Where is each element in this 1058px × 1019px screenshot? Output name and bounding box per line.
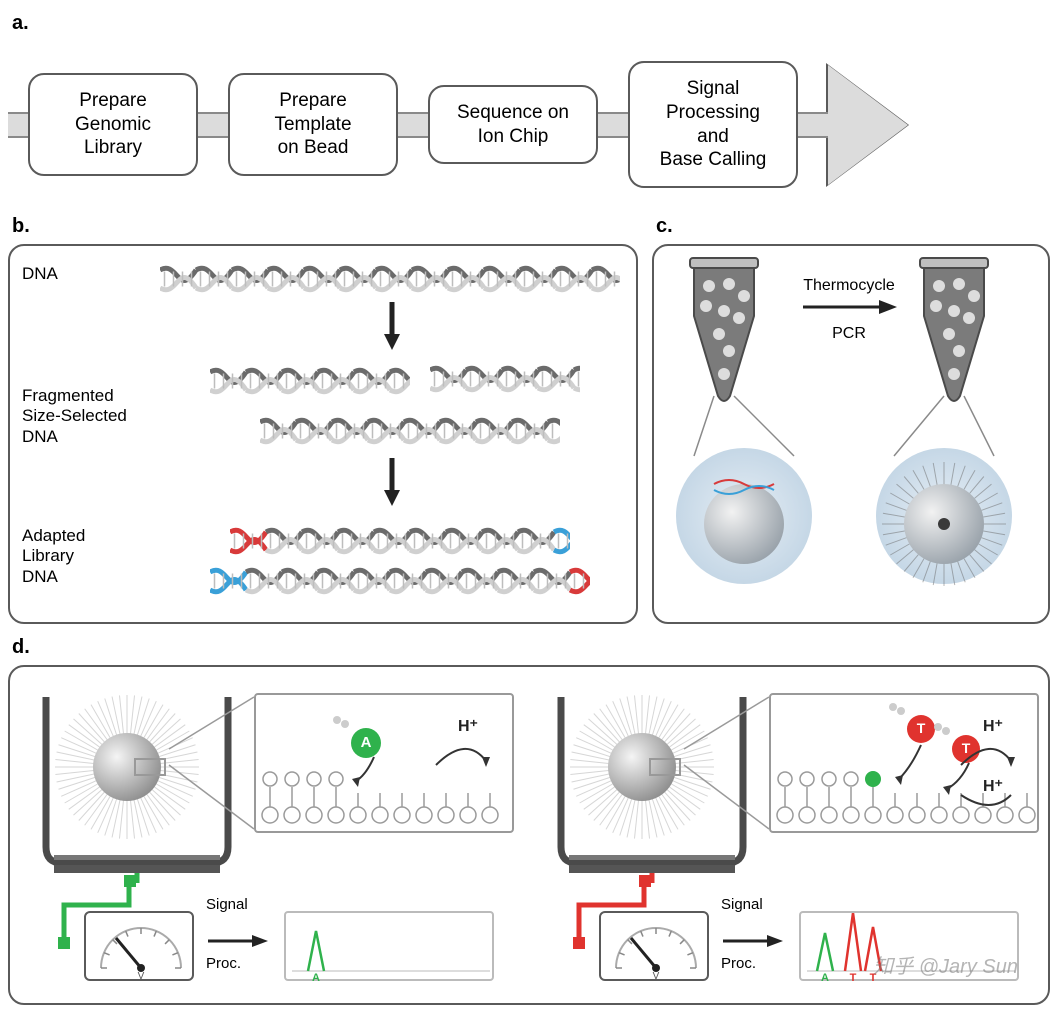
ionogram-output: A <box>284 911 494 981</box>
workflow-connector <box>398 112 428 138</box>
svg-text:H⁺: H⁺ <box>983 718 1003 735</box>
panel-b-text-adapted: Adapted Library DNA <box>22 526 85 587</box>
workflow-step: Prepare Genomic Library <box>28 73 198 176</box>
panel-d-label: d. <box>12 636 1050 659</box>
workflow-connector <box>198 112 228 138</box>
panel-b-text-dna: DNA <box>22 264 58 284</box>
svg-text:A: A <box>312 972 320 983</box>
right-arrow-icon <box>721 932 785 950</box>
panel-a-label: a. <box>12 12 1050 35</box>
thermocycle-label: Thermocycle PCR <box>794 276 904 344</box>
workflow-connector <box>8 112 28 138</box>
dna-helix <box>210 366 410 396</box>
svg-text:T: T <box>962 740 971 756</box>
dna-helix <box>260 416 560 446</box>
panel-a: Prepare Genomic Library Prepare Template … <box>8 41 1050 201</box>
workflow-arrowhead <box>828 65 908 185</box>
panel-b: DNA Fragmented Size-Selected DNA Adapted L… <box>8 244 638 624</box>
sequencing-zoom: T T H⁺ H⁺ <box>769 693 1039 833</box>
ion-well-icon <box>32 687 242 877</box>
signal-proc-label: Signal Proc. <box>206 896 270 973</box>
dna-helix <box>230 526 570 556</box>
pcr-tube-icon <box>684 256 764 406</box>
svg-text:H⁺: H⁺ <box>983 778 1003 795</box>
right-arrow-icon <box>799 297 899 317</box>
svg-text:T: T <box>917 720 926 736</box>
svg-text:V: V <box>138 971 145 982</box>
svg-text:A: A <box>361 734 372 751</box>
voltmeter-icon: V <box>599 911 709 981</box>
dna-helix <box>430 364 580 394</box>
bead-template-icon <box>674 446 814 586</box>
voltmeter-icon: V <box>84 911 194 981</box>
svg-text:A: A <box>821 972 829 983</box>
ionogram-output: ATT <box>799 911 1019 981</box>
panel-c: Thermocycle PCR <box>652 244 1050 624</box>
workflow-step: Prepare Template on Bead <box>228 73 398 176</box>
dna-helix <box>160 264 620 294</box>
workflow-connector <box>798 112 828 138</box>
panel-c-label: c. <box>656 215 1050 238</box>
down-arrow-icon <box>380 456 404 506</box>
workflow-connector <box>598 112 628 138</box>
bead-amplified-icon <box>874 446 1014 586</box>
svg-text:T: T <box>850 972 857 983</box>
sequencing-zoom: A H⁺ <box>254 693 514 833</box>
workflow-step: Signal Processing and Base Calling <box>628 61 798 188</box>
panel-d-half: T T H⁺ H⁺ V Signal Proc. A T T <box>539 679 1034 991</box>
panel-b-text-fragmented: Fragmented Size-Selected DNA <box>22 386 127 447</box>
svg-text:V: V <box>653 971 660 982</box>
signal-proc-label: Signal Proc. <box>721 896 785 973</box>
panel-d-half: A H⁺ V Signal Proc. A <box>24 679 519 991</box>
pcr-tube-icon <box>914 256 994 406</box>
workflow-step: Sequence on Ion Chip <box>428 85 598 165</box>
panel-b-label: b. <box>12 215 638 238</box>
down-arrow-icon <box>380 300 404 350</box>
svg-text:H⁺: H⁺ <box>458 718 478 735</box>
panel-d: AH⁺VSignal Proc.ATTH⁺H⁺VSignal Proc.ATT知… <box>8 665 1050 1005</box>
workflow-flow: Prepare Genomic Library Prepare Template … <box>8 61 1050 188</box>
svg-text:T: T <box>870 972 877 983</box>
right-arrow-icon <box>206 932 270 950</box>
ion-well-icon <box>547 687 757 877</box>
dna-helix <box>210 566 590 596</box>
